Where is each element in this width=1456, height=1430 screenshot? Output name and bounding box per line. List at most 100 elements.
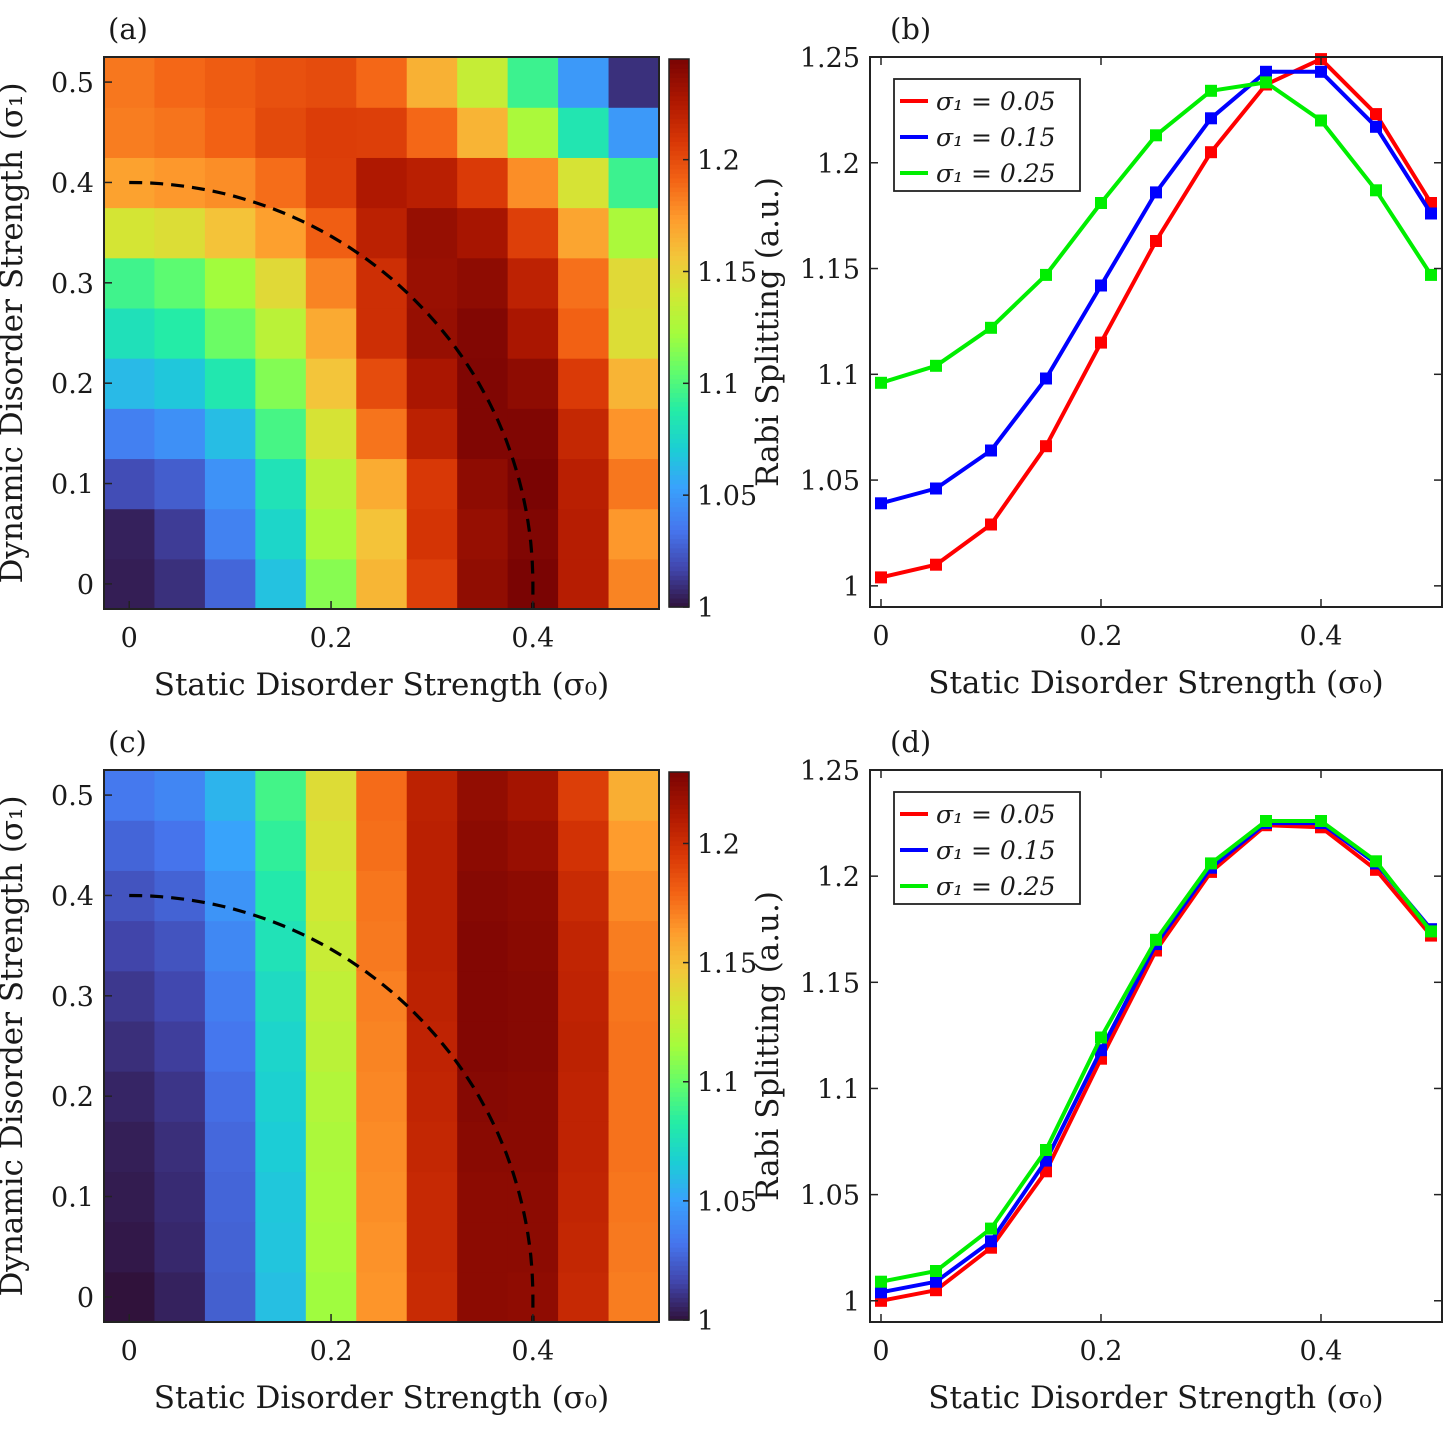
heatmap-cell [356, 770, 408, 821]
heatmap-cell [558, 770, 610, 821]
data-point [930, 359, 942, 372]
data-point [875, 376, 887, 389]
colorbar-tick-label: 1.05 [697, 481, 757, 512]
y-axis-label: Dynamic Disorder Strength (σ₁) [0, 795, 30, 1296]
colorbar-segment [669, 438, 689, 444]
colorbar-segment [669, 881, 689, 887]
colorbar-segment [669, 1192, 689, 1198]
colorbar-segment [669, 269, 689, 275]
heatmap-cell [104, 257, 156, 309]
colorbar-segment [669, 977, 689, 983]
colorbar-segment [669, 982, 689, 988]
colorbar-segment [669, 447, 689, 453]
colorbar-segment [669, 401, 689, 407]
heatmap-cell [507, 408, 559, 460]
colorbar-segment [669, 995, 689, 1002]
heatmap-cell [255, 57, 307, 108]
data-point [1425, 925, 1437, 938]
colorbar-segment [669, 177, 689, 183]
heatmap-cell [507, 870, 559, 922]
colorbar-segment [669, 1000, 689, 1006]
heatmap-cell [356, 558, 408, 610]
heatmap-cell [255, 1221, 307, 1273]
colorbar-segment [669, 241, 689, 247]
colorbar-segment [669, 81, 689, 88]
axes-frame [103, 56, 660, 610]
colorbar-segment [669, 63, 689, 69]
heatmap-cell [255, 358, 307, 409]
colorbar-segment [669, 1196, 689, 1202]
colorbar-segment [669, 451, 689, 457]
colorbar-segment [669, 1315, 689, 1321]
heatmap-cell [457, 1071, 509, 1122]
heatmap-cell [608, 1121, 660, 1173]
heatmap-cell [356, 970, 408, 1022]
heatmap-cell [255, 920, 307, 972]
heatmap-cell [154, 207, 206, 259]
colorbar-segment [669, 597, 689, 604]
heatmap-cell [305, 408, 357, 460]
colorbar-segment [669, 1105, 689, 1111]
colorbar-segment [669, 950, 689, 956]
heatmap-cell [255, 408, 307, 460]
colorbar-segment [669, 1228, 689, 1234]
colorbar-segment [669, 877, 689, 883]
heatmap-cell [457, 770, 509, 821]
heatmap-cell [204, 408, 256, 460]
heatmap-cell [154, 1271, 206, 1323]
y-tick-label: 0.1 [51, 1183, 94, 1214]
heatmap-cell [356, 920, 408, 972]
colorbar-segment [669, 1151, 689, 1157]
colorbar-segment [669, 465, 689, 471]
heatmap-cell [457, 558, 509, 610]
heatmap-cell [204, 1121, 256, 1173]
data-point [985, 1235, 997, 1248]
heatmap-cell [204, 920, 256, 972]
colorbar-segment [669, 90, 689, 97]
colorbar-segment [669, 1082, 689, 1088]
colorbar-tick-label: 1.1 [697, 1068, 740, 1099]
heatmap-cell [104, 1221, 156, 1273]
colorbar-segment [669, 132, 689, 138]
data-point [1095, 336, 1107, 349]
heatmap-cell [406, 770, 458, 821]
heatmap-cell [356, 1221, 408, 1273]
data-point [930, 1275, 942, 1288]
colorbar-segment [669, 1288, 689, 1294]
heatmap-cell [558, 1121, 610, 1173]
y-axis-label: Rabi Splitting (a.u.) [750, 177, 786, 487]
heatmap-cell [356, 1071, 408, 1122]
heatmap-cell [154, 920, 206, 972]
heatmap-cell [608, 1071, 660, 1122]
heatmap-cell [507, 358, 559, 409]
colorbar-segment [669, 813, 689, 819]
colorbar-segment [669, 790, 689, 796]
heatmap-cell [507, 1221, 559, 1273]
heatmap-cell [255, 207, 307, 259]
colorbar-segment [669, 364, 689, 371]
y-tick-label: 1.15 [800, 255, 860, 286]
colorbar-segment [669, 1119, 689, 1125]
colorbar-segment [669, 182, 689, 188]
colorbar-segment [669, 396, 689, 403]
colorbar-segment [669, 556, 689, 563]
heatmap-cell [507, 970, 559, 1022]
colorbar-segment [669, 191, 689, 197]
colorbar-segment [669, 232, 689, 238]
heatmap-cell [507, 257, 559, 309]
heatmap-cell [204, 870, 256, 922]
colorbar-segment [669, 492, 689, 499]
heatmap-cell [558, 157, 610, 209]
heatmap-cell [305, 358, 357, 409]
data-point [1260, 65, 1272, 78]
colorbar-segment [669, 442, 689, 448]
heatmap-cell [255, 1121, 307, 1173]
heatmap-cell [457, 257, 509, 309]
colorbar-tick-label: 1.1 [697, 369, 740, 400]
heatmap-cell [356, 1171, 408, 1223]
colorbar-segment [669, 501, 689, 508]
heatmap-cell [406, 408, 458, 460]
colorbar-segment [669, 196, 689, 202]
colorbar-segment [669, 959, 689, 965]
colorbar-segment [669, 342, 689, 348]
